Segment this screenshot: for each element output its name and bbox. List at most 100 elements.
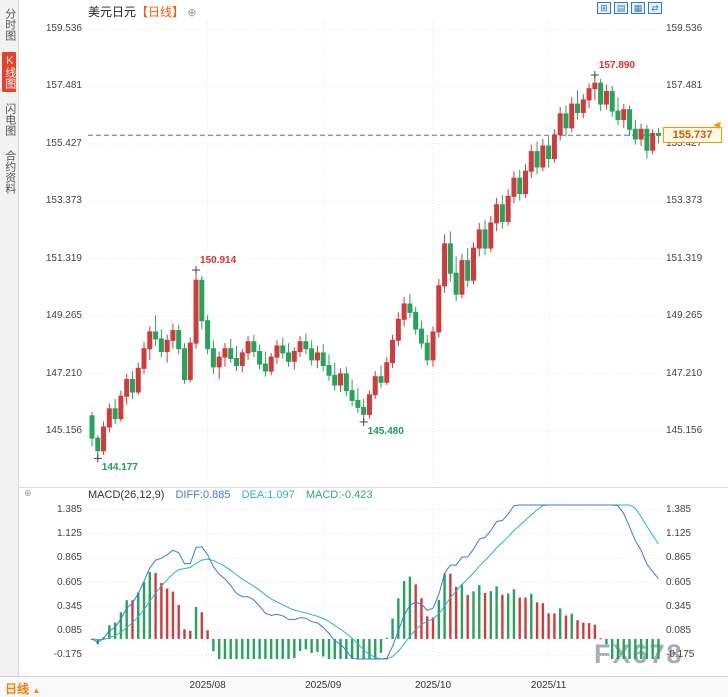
candle-body xyxy=(366,394,372,415)
candle-body xyxy=(141,348,147,369)
macd-pane-toggle-icon[interactable]: ⊕ xyxy=(24,488,32,498)
candle-body xyxy=(338,373,344,386)
macd-histogram-bar xyxy=(142,582,146,639)
macd-histogram-bar xyxy=(402,580,406,639)
macd-histogram-bar xyxy=(657,638,660,659)
macd-histogram-bar xyxy=(345,638,348,659)
candle-body xyxy=(239,352,245,366)
candle-body xyxy=(638,128,644,140)
chart-toolbar: ⊞ ▤ ▦ ⇄ xyxy=(597,2,662,14)
macd-histogram-bar xyxy=(582,622,585,639)
candle-body xyxy=(523,170,528,195)
candle-body xyxy=(644,128,650,151)
chevron-up-icon: ▲ xyxy=(32,686,41,695)
candle-body xyxy=(234,357,239,366)
candle-body xyxy=(101,426,107,452)
price-axis-tick-right: 153.373 xyxy=(666,195,703,207)
sidebar-item-time-chart[interactable]: 分时图 xyxy=(3,8,16,41)
macd-histogram-bar xyxy=(501,594,504,639)
macd-histogram-bar xyxy=(327,638,331,659)
candle-body xyxy=(470,247,476,281)
price-axis-tick-right: 157.481 xyxy=(666,80,703,92)
candle-body xyxy=(372,376,378,396)
candle-body xyxy=(505,195,511,223)
macd-histogram-bar xyxy=(599,638,602,640)
macd-dea-value: DEA:1.097 xyxy=(241,489,295,501)
candle-body xyxy=(210,348,216,368)
candle-body xyxy=(170,330,176,341)
candle-body xyxy=(262,363,268,372)
candle-body xyxy=(332,374,338,386)
grid-layout-icon[interactable]: ⊞ xyxy=(597,2,611,14)
macd-histogram-bar xyxy=(96,638,99,645)
macd-histogram-bar xyxy=(298,638,302,652)
macd-histogram-bar xyxy=(512,589,516,639)
macd-histogram-bar xyxy=(287,638,290,659)
sidebar-item-contract-info[interactable]: 合约资料 xyxy=(3,150,16,194)
candle-body xyxy=(378,376,384,383)
bottom-bar: 日线 ▲ 2025/08 2025/09 2025/10 2025/11 xyxy=(0,676,728,697)
macd-histogram-bar xyxy=(258,638,261,659)
price-axis-tick-left: 145.156 xyxy=(45,425,82,436)
macd-axis-tick-right: 0.605 xyxy=(666,576,692,588)
candle-body xyxy=(551,134,557,160)
sidebar-item-kline-chart[interactable]: K线图 xyxy=(2,52,16,92)
macd-histogram-bar xyxy=(350,638,354,659)
macd-histogram-bar xyxy=(322,638,325,657)
candle-body xyxy=(355,399,361,408)
candle-body xyxy=(320,352,326,366)
candle-body xyxy=(222,348,228,358)
candle-body xyxy=(89,415,95,439)
macd-histogram-bar xyxy=(460,584,464,639)
macd-histogram-bar xyxy=(125,600,128,639)
candle-body xyxy=(517,177,523,195)
macd-histogram-bar xyxy=(310,638,313,654)
macd-axis-tick-right: 0.865 xyxy=(666,552,692,564)
macd-axis-tick-left: -0.175 xyxy=(53,649,82,661)
candle-body xyxy=(528,151,534,172)
candle-body xyxy=(199,279,205,322)
macd-histogram-bar xyxy=(616,638,620,659)
macd-axis-tick-left: 0.085 xyxy=(56,625,82,636)
candle-body xyxy=(297,341,303,353)
compare-icon[interactable]: ⇄ xyxy=(648,2,662,14)
candle-body xyxy=(129,378,135,393)
candle-body xyxy=(534,151,540,168)
macd-histogram-bar xyxy=(466,594,469,639)
macd-histogram-bar xyxy=(437,599,440,639)
chart-type-icon[interactable]: ▤ xyxy=(614,2,628,14)
price-axis-tick-left: 147.210 xyxy=(45,367,82,379)
indicator-panel-icon[interactable]: ▦ xyxy=(631,2,645,14)
low-price-annotation: 145.480 xyxy=(367,425,404,437)
macd-histogram-bar xyxy=(235,638,238,659)
candle-body xyxy=(147,331,153,350)
period-selector[interactable]: 日线 ▲ xyxy=(5,680,40,697)
sidebar-item-flash-chart[interactable]: 闪电图 xyxy=(3,103,16,136)
macd-histogram-bar xyxy=(223,638,227,659)
candle-body xyxy=(459,260,465,295)
macd-histogram-bar xyxy=(246,638,250,659)
symbol-title: 美元日元 xyxy=(88,5,137,19)
macd-histogram-bar xyxy=(269,638,273,659)
candle-body xyxy=(390,339,396,364)
macd-histogram-bar xyxy=(506,593,510,639)
x-axis-month-label: 2025/10 xyxy=(414,680,452,691)
macd-axis-tick-right: 0.085 xyxy=(666,625,692,636)
macd-histogram-bar xyxy=(622,638,625,659)
macd-histogram-bar xyxy=(165,588,169,639)
macd-histogram-bar xyxy=(368,638,371,659)
macd-histogram-bar xyxy=(281,638,284,659)
candle-body xyxy=(274,345,280,358)
macd-histogram-bar xyxy=(148,572,151,639)
macd-histogram-bar xyxy=(611,638,614,659)
macd-header: MACD(26,12,9) DIFF:0.885 DEA:1.097 MACD:… xyxy=(88,489,380,501)
x-axis-month-label: 2025/11 xyxy=(530,680,567,691)
macd-histogram-bar xyxy=(241,638,244,659)
candle-body xyxy=(546,145,552,160)
candle-body xyxy=(286,352,292,362)
macd-histogram-bar xyxy=(200,612,204,639)
add-indicator-icon[interactable]: ⊕ xyxy=(187,7,197,19)
candle-body xyxy=(384,362,390,383)
candle-body xyxy=(314,352,320,361)
